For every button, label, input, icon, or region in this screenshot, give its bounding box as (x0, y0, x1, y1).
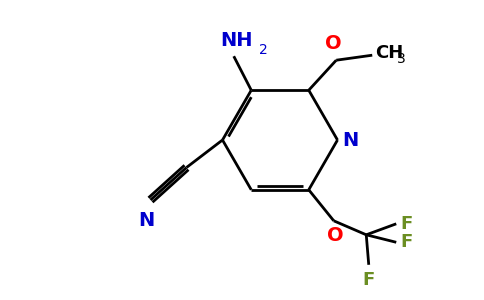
Text: CH: CH (375, 44, 403, 62)
Text: O: O (328, 226, 344, 245)
Text: O: O (325, 34, 342, 53)
Text: 3: 3 (397, 52, 406, 66)
Text: F: F (400, 215, 412, 233)
Text: 2: 2 (259, 43, 268, 57)
Text: N: N (343, 130, 359, 149)
Text: F: F (363, 271, 375, 289)
Text: NH: NH (220, 31, 253, 50)
Text: F: F (400, 233, 412, 251)
Text: N: N (138, 211, 154, 230)
